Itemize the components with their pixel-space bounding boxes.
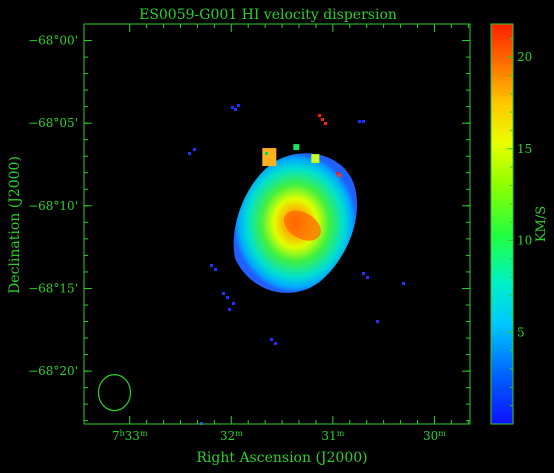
noise-speck <box>376 320 379 323</box>
noise-speck <box>237 104 240 107</box>
noise-specks <box>188 104 405 425</box>
noise-speck <box>366 276 369 279</box>
colorbar-tick-label: 10 <box>517 234 532 248</box>
noise-speck <box>336 172 339 175</box>
noise-speck <box>234 108 237 111</box>
noise-speck <box>274 342 277 345</box>
noise-speck <box>232 302 235 305</box>
x-tick-label: 31m <box>321 429 344 443</box>
noise-speck <box>231 106 234 109</box>
noise-speck <box>324 122 327 125</box>
plot-area <box>97 104 405 425</box>
colorbar-gradient <box>490 23 514 425</box>
chart-title: ES0059-G001 HI velocity dispersion <box>139 7 397 23</box>
y-tick-label: −68°05' <box>28 116 78 130</box>
noise-speck <box>362 120 365 123</box>
x-tick-label: 7h33m <box>112 429 148 443</box>
plot-frame <box>83 23 471 425</box>
y-tick-label: −68°10' <box>28 199 78 213</box>
galaxy-edge-patch <box>293 144 300 151</box>
noise-speck <box>193 148 196 151</box>
noise-speck <box>210 264 213 267</box>
noise-speck <box>321 118 324 121</box>
y-tick-label: −68°20' <box>28 364 78 378</box>
noise-speck <box>222 292 225 295</box>
colorbar: 5 10 15 20 <box>490 23 532 425</box>
noise-speck <box>228 308 231 311</box>
y-tick-label: −68°00' <box>28 34 78 48</box>
colorbar-tick-label: 20 <box>517 50 532 64</box>
y-tick-labels: −68°00' −68°05' −68°10' −68°15' −68°20' <box>28 34 470 422</box>
galaxy-emission <box>233 144 358 293</box>
colorbar-label: KM/S <box>534 206 549 242</box>
x-tick-labels: 7h33m 32m 31m 30m <box>112 24 469 443</box>
noise-speck <box>270 338 273 341</box>
x-tick-label: 32m <box>220 429 243 443</box>
noise-speck <box>362 272 365 275</box>
y-axis-label: Declination (J2000) <box>7 156 23 294</box>
noise-speck <box>226 296 229 299</box>
galaxy-edge-patch <box>262 148 277 167</box>
noise-speck <box>338 174 341 177</box>
noise-speck <box>214 268 217 271</box>
noise-speck <box>402 282 405 285</box>
galaxy-peak-region <box>283 210 321 241</box>
noise-speck <box>188 152 191 155</box>
beam-ellipse <box>97 373 132 412</box>
colorbar-tick-label: 5 <box>517 325 525 339</box>
x-tick-label: 30m <box>423 429 446 443</box>
noise-speck <box>358 120 361 123</box>
y-tick-label: −68°15' <box>28 281 78 295</box>
galaxy-edge-patch <box>311 154 320 164</box>
colorbar-ticks: 5 10 15 20 <box>507 38 532 407</box>
noise-speck <box>265 152 268 155</box>
colorbar-tick-label: 15 <box>517 142 532 156</box>
noise-speck <box>318 114 321 117</box>
x-axis-label: Right Ascension (J2000) <box>196 450 367 466</box>
